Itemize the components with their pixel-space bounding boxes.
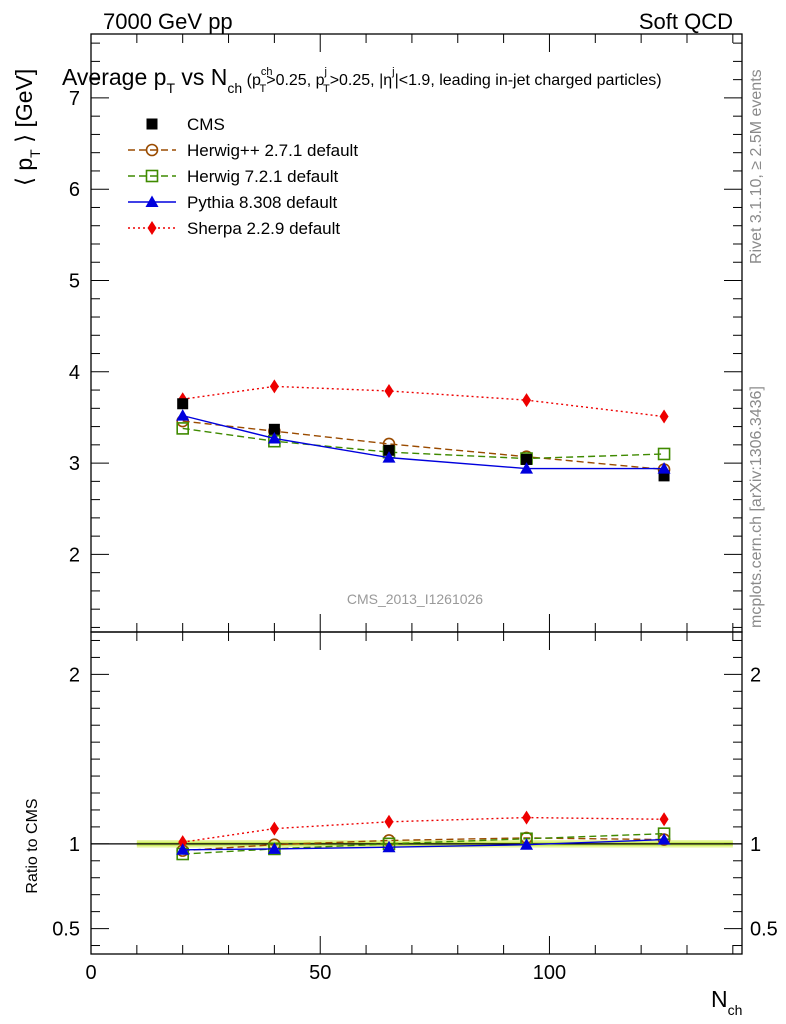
pythia-main-point bbox=[267, 431, 281, 444]
x-tick-label: 100 bbox=[533, 962, 566, 984]
pythia-main-point bbox=[520, 462, 534, 474]
main-panel-ticks: 2 3 4 5 6 7 bbox=[69, 34, 742, 632]
cms-main-point bbox=[658, 470, 670, 482]
pythia-main-point bbox=[657, 462, 671, 474]
sherpa-ratio-point bbox=[522, 810, 532, 825]
x-axis-label: Nch bbox=[711, 986, 742, 1018]
pythia-main-line bbox=[182, 414, 665, 470]
pythia-main-point bbox=[176, 409, 190, 421]
y-tick-label: 2 bbox=[69, 544, 80, 566]
ratio-y-tick-label: 1 bbox=[69, 834, 80, 856]
ratio-y-tick-label-right: 1 bbox=[750, 834, 761, 856]
ratio-uncertainty-band bbox=[91, 840, 742, 848]
sherpa-ratio-line bbox=[182, 816, 665, 843]
sherpa-ratio-point bbox=[269, 821, 279, 836]
pythia-ratio-point bbox=[176, 843, 190, 855]
pythia-ratio-point bbox=[382, 840, 396, 853]
sherpa-ratio-point bbox=[384, 814, 394, 829]
herwigpp-main-line bbox=[182, 420, 665, 471]
ratio-y-tick-label-right: 0.5 bbox=[750, 919, 778, 941]
legend-sherpa-marker bbox=[147, 221, 157, 235]
herwig7-main-line bbox=[182, 427, 665, 460]
legend-cms-label: CMS bbox=[187, 115, 225, 134]
legend-herwigpp-label: Herwig++ 2.7.1 default bbox=[187, 141, 358, 160]
legend: CMS Herwig++ 2.7.1 default Herwig 7.2.1 de… bbox=[128, 115, 358, 238]
legend-pythia-label: Pythia 8.308 default bbox=[187, 193, 338, 212]
ratio-y-axis-label: Ratio to CMS bbox=[24, 798, 41, 893]
legend-herwig7-marker bbox=[145, 169, 159, 183]
y-tick-label: 3 bbox=[69, 453, 80, 475]
y-tick-label: 6 bbox=[69, 179, 80, 201]
pythia-main-point bbox=[382, 451, 396, 463]
y-tick-label: 7 bbox=[69, 88, 80, 110]
ratio-panel-frame bbox=[90, 631, 743, 955]
main-panel-series bbox=[176, 379, 671, 482]
sherpa-main-point bbox=[522, 393, 532, 408]
sherpa-main-point bbox=[384, 383, 394, 398]
herwigpp-ratio-line bbox=[182, 837, 665, 852]
sherpa-ratio-point bbox=[659, 812, 669, 827]
header-left-label: 7000 GeV pp bbox=[103, 9, 233, 34]
rivet-version-label: Rivet 3.1.10, ≥ 2.5M events bbox=[748, 69, 765, 264]
sherpa-main-point bbox=[659, 409, 669, 424]
legend-pythia-marker bbox=[145, 195, 159, 207]
pythia-ratio-point bbox=[520, 838, 534, 850]
legend-herwigpp-marker bbox=[145, 143, 159, 157]
ratio-y-tick-label: 2 bbox=[69, 664, 80, 686]
herwig7-ratio-line bbox=[182, 832, 665, 855]
ratio-y-tick-label-right: 2 bbox=[750, 664, 761, 686]
herwig7-main-point bbox=[176, 422, 189, 435]
ratio-y-tick-label: 0.5 bbox=[52, 919, 80, 941]
mcplots-reference-label: mcplots.cern.ch [arXiv:1306.3436] bbox=[748, 386, 765, 628]
ratio-panel-ticks: 0 50 100 0.5 0.5 1 1 2 2 bbox=[52, 632, 778, 984]
sherpa-main-point bbox=[269, 379, 279, 394]
y-tick-label: 4 bbox=[69, 362, 80, 384]
x-tick-label: 50 bbox=[309, 962, 331, 984]
x-tick-label: 0 bbox=[85, 962, 96, 984]
pythia-ratio-point bbox=[267, 842, 281, 854]
legend-herwig7-label: Herwig 7.2.1 default bbox=[187, 167, 338, 186]
cms-main-point bbox=[177, 398, 189, 410]
plot-title: Average pT vs Nch (pch T>0.25, pj T>0.25, … bbox=[62, 64, 662, 96]
cms-main-point bbox=[268, 423, 280, 435]
legend-sherpa-label: Sherpa 2.2.9 default bbox=[187, 219, 340, 238]
sherpa-main-line bbox=[182, 385, 665, 418]
pythia-ratio-point bbox=[657, 833, 671, 845]
herwig7-main-point bbox=[657, 447, 671, 461]
legend-cms-marker bbox=[146, 118, 158, 130]
analysis-id-watermark: CMS_2013_I1261026 bbox=[347, 591, 483, 607]
sherpa-ratio-point bbox=[178, 835, 188, 850]
y-axis-label: ⟨ pT ⟩ [GeV] bbox=[11, 69, 43, 186]
y-tick-label: 5 bbox=[69, 271, 80, 293]
ratio-panel-series bbox=[176, 810, 671, 861]
cms-main-point bbox=[521, 453, 533, 465]
header-right-label: Soft QCD bbox=[639, 9, 733, 34]
cms-main-point bbox=[383, 444, 395, 456]
